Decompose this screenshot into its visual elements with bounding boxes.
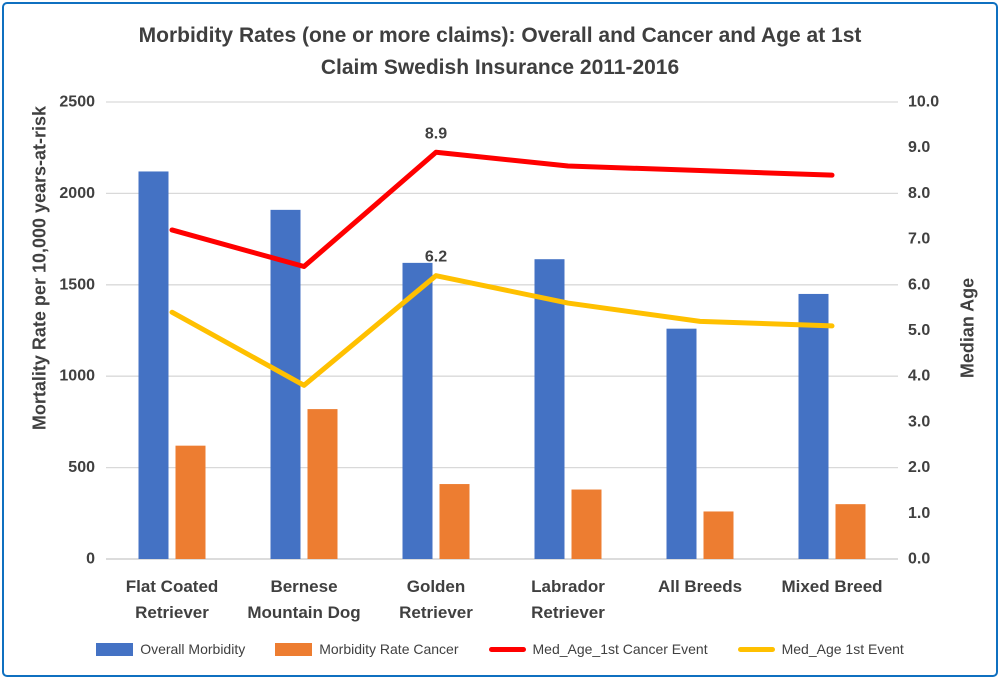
category-label: Bernese [270,577,337,596]
legend-label: Morbidity Rate Cancer [319,641,459,657]
bar-overall-morbidity [270,209,301,560]
left-axis-tick-label: 2500 [59,94,95,111]
legend-label: Med_Age_1st Cancer Event [532,641,708,657]
bar-overall-morbidity [534,259,565,559]
legend-item-med-age-1st-event[interactable]: Med_Age 1st Event [737,641,904,657]
right-axis-tick-label: 7.0 [908,231,930,248]
legend-item-overall-morbidity[interactable]: Overall Morbidity [96,641,245,657]
legend-item-med-age-1st-cancer-event[interactable]: Med_Age_1st Cancer Event [488,641,708,657]
left-axis-tick-label: 500 [68,459,95,476]
left-axis-tick-label: 1000 [59,368,95,385]
right-axis-tick-label: 0.0 [908,551,930,568]
category-label: All Breeds [658,577,742,596]
data-label: 8.9 [425,125,447,142]
right-axis-tick-label: 2.0 [908,459,930,476]
bar-overall-morbidity [402,262,433,559]
morbidity-rate-cancer-swatch-icon [275,642,313,656]
bar-morbidity-rate-cancer [175,445,206,559]
right-axis-tick-label: 1.0 [908,505,930,522]
line-med-age-1st-cancer-event [169,149,835,270]
bar-morbidity-rate-cancer [703,511,734,559]
right-axis-tick-label: 5.0 [908,322,930,339]
bar-morbidity-rate-cancer [571,489,602,559]
chart-title-line-2: Claim Swedish Insurance 2011-2016 [320,56,680,79]
left-axis-tick-label: 2000 [59,185,95,202]
category-label: Golden [407,577,466,596]
category-label: Flat Coated [126,577,219,596]
overall-morbidity-swatch-icon [96,642,134,656]
bar-morbidity-rate-cancer [835,504,866,559]
bar-morbidity-rate-cancer [307,409,338,559]
bar-morbidity-rate-cancer [439,484,470,559]
bar-overall-morbidity [666,328,697,559]
right-axis-tick-label: 6.0 [908,276,930,293]
legend-label: Med_Age 1st Event [781,641,904,657]
left-axis-tick-label: 1500 [59,276,95,293]
category-label: Labrador [531,577,605,596]
left-axis-tick-label: 0 [86,551,95,568]
category-label: Retriever [399,603,473,622]
legend-label: Overall Morbidity [140,641,246,657]
chart-title: Morbidity Rates (one or more claims): Ov… [60,20,940,84]
med-age-1st-cancer-event-line-icon [488,646,526,652]
data-label: 6.2 [425,249,447,266]
category-label: Mixed Breed [781,577,882,596]
right-axis-tick-label: 10.0 [908,94,939,111]
right-axis-tick-label: 8.0 [908,185,930,202]
category-label: Retriever [135,603,209,622]
med-age-1st-event-line-icon [737,646,775,652]
category-label: Mountain Dog [247,603,360,622]
bar-overall-morbidity [798,293,829,559]
right-axis-tick-label: 9.0 [908,139,930,156]
right-axis-tick-label: 3.0 [908,413,930,430]
chart-title-line-1: Morbidity Rates (one or more claims): Ov… [138,24,862,47]
chart-legend: Overall Morbidity Morbidity Rate Cancer … [0,641,1000,657]
category-label: Retriever [531,603,605,622]
bar-overall-morbidity [138,171,169,560]
legend-item-morbidity-rate-cancer[interactable]: Morbidity Rate Cancer [275,641,459,657]
line-med-age-1st-event [169,273,835,388]
right-axis-tick-label: 4.0 [908,368,930,385]
